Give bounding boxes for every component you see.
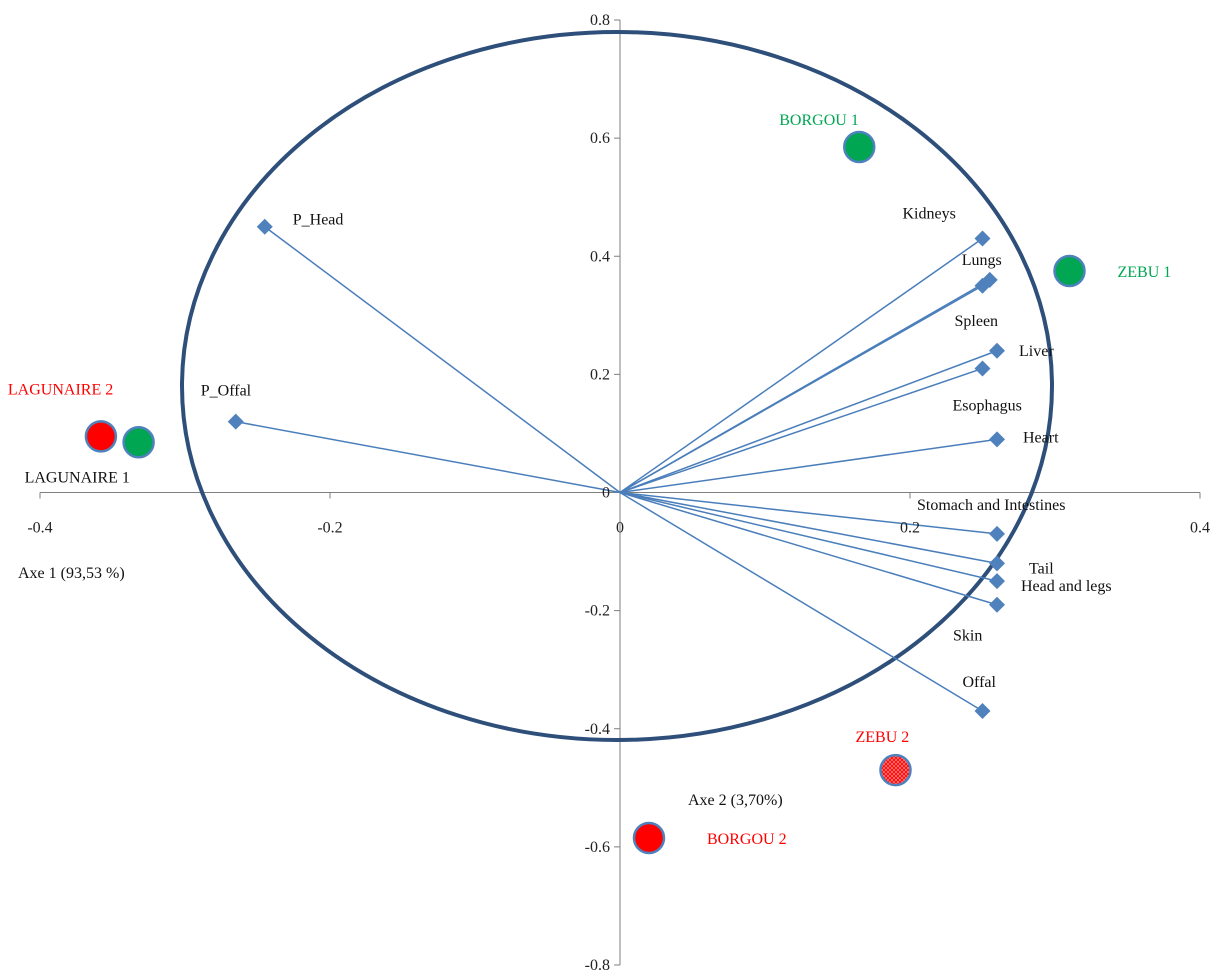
label-liver: Liver [1019,343,1054,360]
correlation-circle [180,30,1054,742]
point-lagunaire-1 [122,426,155,459]
label-skin: Skin [953,628,982,645]
label-borgou-2: BORGOU 2 [707,831,787,848]
label-tail: Tail [1029,560,1054,577]
variable-markers [227,218,1005,720]
vector-stomach-and-intestines [619,491,998,535]
label-spleen: Spleen [955,313,999,330]
marker-p-offal [227,413,244,430]
label-offal: Offal [963,674,997,691]
vector-kidneys [619,237,983,494]
y-axis-title: Axe 2 (3,70%) [688,792,783,809]
label-lagunaire-2: LAGUNAIRE 2 [8,381,113,398]
vector-heart [619,438,998,494]
vector-spleen [619,285,983,494]
label-kidneys: Kidneys [903,206,956,223]
y-tick-label: 0.8 [590,12,610,29]
individuals: BORGOU 1 ZEBU 1 LAGUNAIRE 2 LAGUNAIRE 1 ZEBU… [8,112,1172,855]
y-tick-label: 0.4 [590,248,610,265]
variable-vectors [235,226,998,712]
label-p-offal: P_Offal [201,383,252,400]
y-tick-label: -0.4 [585,721,610,738]
marker-esophagus [974,360,991,377]
tick-labels: -0.4 -0.2 0 0.2 0.4 0.8 0.6 0.4 0.2 0 -0.2 -0.4 -0.6… [27,12,1210,974]
x-tick-label: 0 [616,520,624,537]
y-tick-label: -0.2 [585,603,610,620]
marker-kidneys [974,230,991,247]
point-zebu-1 [1053,254,1086,288]
x-tick-label: -0.4 [27,520,52,537]
label-stomach-and-intestines: Stomach and Intestines [917,497,1065,514]
point-lagunaire-2 [84,420,118,453]
label-lagunaire-1: LAGUNAIRE 1 [25,469,130,486]
label-p-head: P_Head [293,212,344,229]
marker-tail [989,555,1005,572]
marker-spleen [974,277,991,294]
vector-liver [619,350,998,494]
label-esophagus: Esophagus [953,397,1022,414]
y-tick-label: 0.6 [590,130,610,147]
vector-tail [619,491,998,565]
marker-offal [974,703,991,720]
marker-heart [989,431,1005,448]
marker-head-and-legs [989,573,1005,590]
variable-labels: P_Head P_Offal Kidneys Lungs Spleen Liver Esop… [201,206,1112,692]
x-axis-title: Axe 1 (93,53 %) [18,565,125,582]
vector-p-offal [235,420,621,494]
label-head-and-legs: Head and legs [1021,578,1112,595]
vector-p-head [264,226,621,494]
label-borgou-1: BORGOU 1 [779,112,859,129]
y-tick-label: -0.8 [585,957,610,974]
vector-head-and-legs [619,491,998,582]
x-tick-label: 0.2 [900,520,920,537]
label-zebu-1: ZEBU 1 [1118,264,1172,281]
marker-skin [989,596,1005,613]
point-borgou-1 [843,130,876,164]
marker-p-head [256,218,273,235]
y-tick-label: -0.6 [585,839,610,856]
marker-stomach-and-intestines [989,525,1005,542]
point-zebu-2 [879,753,912,787]
vector-offal [619,491,983,712]
label-lungs: Lungs [962,252,1002,269]
x-tick-label: 0.4 [1190,520,1210,537]
vector-skin [619,491,998,606]
y-tick-label: 0 [602,485,610,502]
marker-liver [989,342,1005,359]
y-tick-label: 0.2 [590,366,610,383]
label-zebu-2: ZEBU 2 [856,729,910,746]
x-tick-label: -0.2 [317,520,342,537]
label-heart: Heart [1023,429,1059,446]
point-borgou-2 [632,821,666,855]
vector-esophagus [619,367,983,494]
